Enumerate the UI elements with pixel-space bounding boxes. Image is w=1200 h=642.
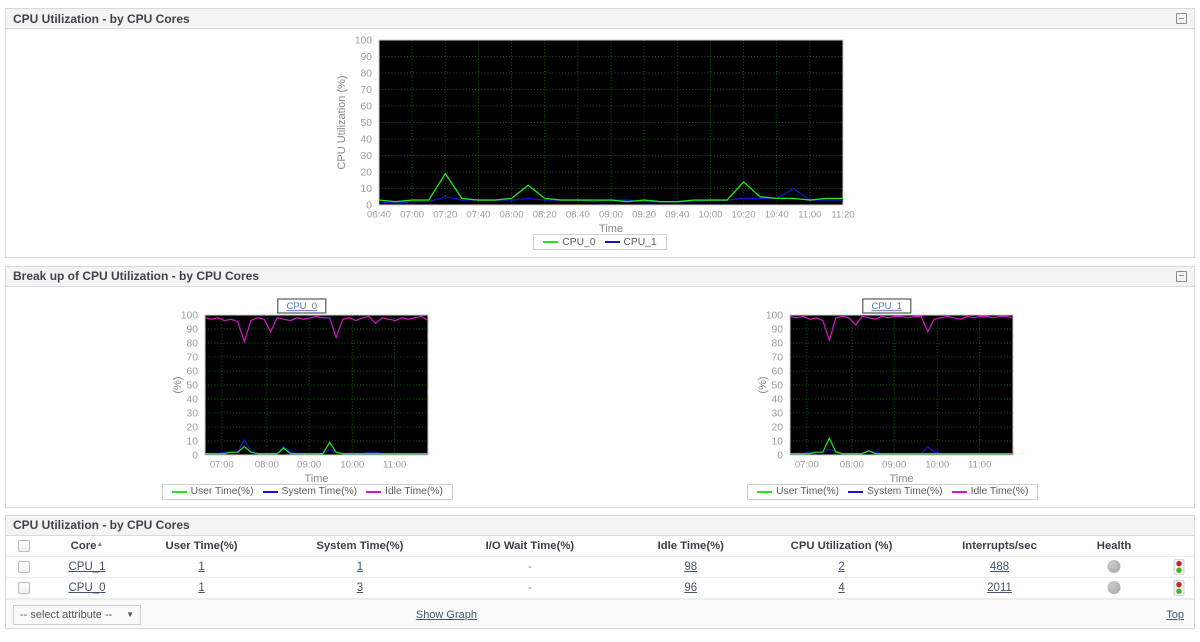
svg-text:10:00: 10:00 xyxy=(340,459,364,470)
svg-text:70: 70 xyxy=(187,352,199,363)
svg-text:(%): (%) xyxy=(172,376,184,393)
svg-text:07:00: 07:00 xyxy=(400,210,424,221)
svg-text:07:20: 07:20 xyxy=(433,210,457,221)
svg-text:09:20: 09:20 xyxy=(632,210,656,221)
svg-text:100: 100 xyxy=(766,310,783,321)
svg-text:80: 80 xyxy=(772,338,784,349)
svg-text:0: 0 xyxy=(192,450,198,461)
svg-text:70: 70 xyxy=(772,352,784,363)
svg-text:50: 50 xyxy=(187,380,199,391)
svg-text:90: 90 xyxy=(361,52,373,63)
svg-text:50: 50 xyxy=(772,380,784,391)
svg-text:90: 90 xyxy=(772,324,784,335)
svg-text:40: 40 xyxy=(361,134,373,145)
svg-text:09:40: 09:40 xyxy=(665,210,689,221)
svg-text:10:00: 10:00 xyxy=(926,459,950,470)
svg-text:100: 100 xyxy=(355,35,372,46)
svg-text:20: 20 xyxy=(772,422,784,433)
svg-text:40: 40 xyxy=(187,394,199,405)
svg-text:CPU_1: CPU_1 xyxy=(872,301,903,312)
svg-text:08:20: 08:20 xyxy=(533,210,557,221)
svg-text:08:00: 08:00 xyxy=(255,459,279,470)
svg-text:50: 50 xyxy=(361,118,373,129)
svg-text:20: 20 xyxy=(187,422,199,433)
svg-text:10:00: 10:00 xyxy=(698,210,722,221)
svg-text:11:00: 11:00 xyxy=(798,210,821,221)
svg-text:60: 60 xyxy=(187,366,199,377)
svg-text:0: 0 xyxy=(778,450,784,461)
svg-text:10: 10 xyxy=(361,184,373,195)
svg-text:10:40: 10:40 xyxy=(765,210,789,221)
svg-text:100: 100 xyxy=(181,310,198,321)
svg-text:30: 30 xyxy=(187,408,199,419)
svg-text:Time: Time xyxy=(304,473,328,482)
svg-text:Time: Time xyxy=(599,223,623,232)
svg-text:11:20: 11:20 xyxy=(831,210,854,221)
svg-text:30: 30 xyxy=(772,408,784,419)
svg-text:07:00: 07:00 xyxy=(210,459,234,470)
svg-text:60: 60 xyxy=(361,101,373,112)
svg-text:CPU Utilization (%): CPU Utilization (%) xyxy=(336,75,348,169)
svg-text:70: 70 xyxy=(361,85,373,96)
svg-text:10: 10 xyxy=(772,436,784,447)
svg-text:11:00: 11:00 xyxy=(968,459,991,470)
svg-text:09:00: 09:00 xyxy=(599,210,623,221)
svg-text:06:40: 06:40 xyxy=(367,210,391,221)
svg-text:09:00: 09:00 xyxy=(883,459,907,470)
svg-text:09:00: 09:00 xyxy=(297,459,321,470)
svg-text:(%): (%) xyxy=(757,376,769,393)
svg-text:60: 60 xyxy=(772,366,784,377)
svg-text:11:00: 11:00 xyxy=(383,459,406,470)
svg-text:07:40: 07:40 xyxy=(466,210,490,221)
svg-text:08:40: 08:40 xyxy=(566,210,590,221)
svg-text:30: 30 xyxy=(361,151,373,162)
svg-text:07:00: 07:00 xyxy=(795,459,819,470)
svg-text:10:20: 10:20 xyxy=(732,210,756,221)
svg-text:08:00: 08:00 xyxy=(500,210,524,221)
svg-text:Time: Time xyxy=(890,473,914,482)
svg-text:08:00: 08:00 xyxy=(840,459,864,470)
svg-text:40: 40 xyxy=(772,394,784,405)
svg-text:80: 80 xyxy=(187,338,199,349)
svg-text:90: 90 xyxy=(187,324,199,335)
svg-text:20: 20 xyxy=(361,167,373,178)
svg-text:10: 10 xyxy=(187,436,199,447)
svg-text:80: 80 xyxy=(361,68,373,79)
svg-text:CPU_0: CPU_0 xyxy=(286,301,317,312)
